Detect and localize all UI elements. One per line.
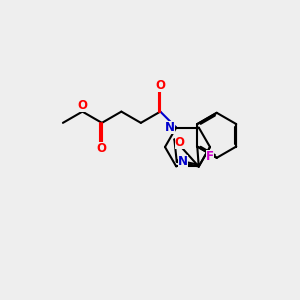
Text: N: N [178, 155, 188, 168]
Text: F: F [206, 150, 214, 163]
Text: O: O [175, 136, 185, 149]
Text: O: O [96, 142, 106, 155]
Text: O: O [78, 99, 88, 112]
Text: O: O [155, 80, 165, 92]
Text: N: N [165, 121, 175, 134]
